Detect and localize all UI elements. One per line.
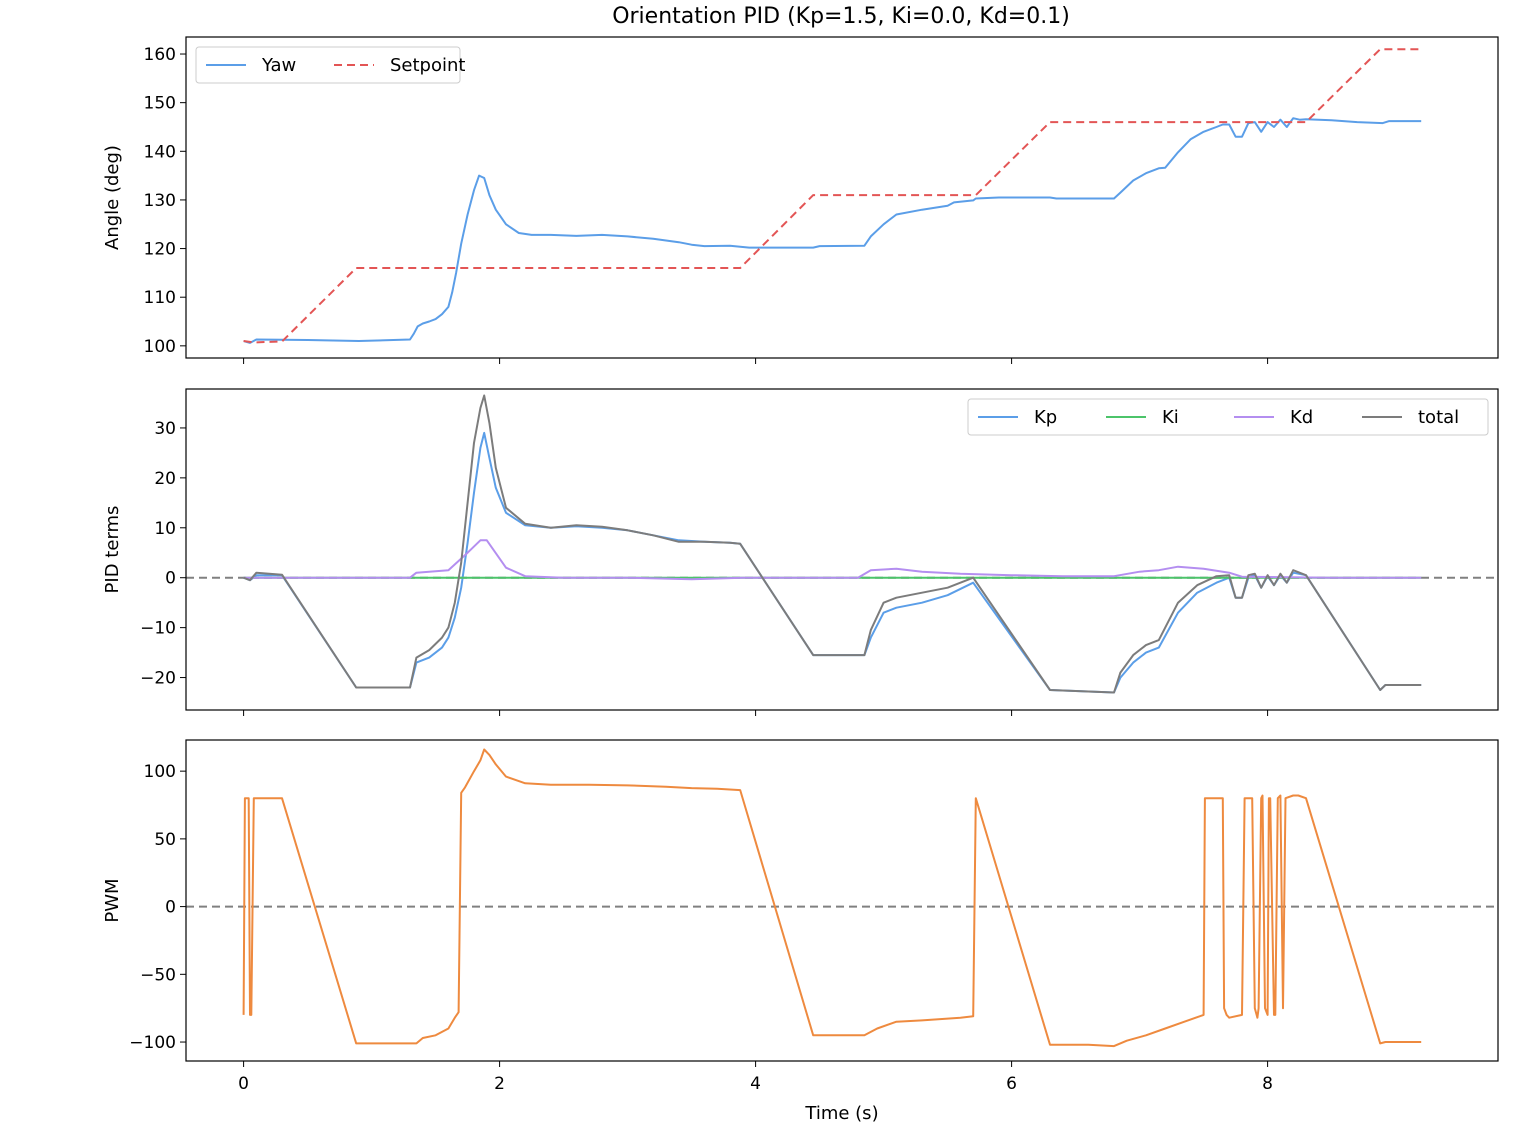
panel0-ytick-label: 110	[144, 288, 176, 308]
panel0-ytick-label: 100	[144, 337, 176, 357]
panel1-legend-label-total: total	[1418, 407, 1459, 428]
panel1-ytick-label: −10	[140, 619, 176, 639]
panel0-series-yaw-line	[243, 117, 1422, 344]
panel1-ytick-label: −20	[140, 669, 176, 689]
panel0-legend-box	[195, 46, 461, 84]
panel0-legend-label-setpoint: Setpoint	[390, 55, 465, 76]
panel1-legend: Kp Ki Kd total	[967, 398, 1489, 436]
panel0-ytick-label: 130	[144, 191, 176, 211]
pwm-panel: −100 −50 0 50 100 0 2 4 6 8 PWM Time (s)	[102, 739, 1499, 1124]
panel0-ytick-label: 120	[144, 240, 176, 260]
panel2-ytick-label: −100	[129, 1033, 176, 1053]
panel2-xtick-label: 6	[1006, 1074, 1017, 1094]
panel1-series-kd-line	[243, 539, 1422, 581]
panel1-legend-label-kd: Kd	[1290, 407, 1313, 428]
panel0-ytick-label: 160	[144, 45, 176, 65]
angle-panel: 100 110 120 130 140 150 160 Angle (deg) Yaw Setpo…	[102, 36, 1499, 364]
panel1-ytick-label: 0	[165, 569, 176, 589]
panel2-ytick-label: 0	[165, 898, 176, 918]
panel1-ytick-label: 20	[154, 469, 176, 489]
panel1-legend-label-ki: Ki	[1162, 407, 1179, 428]
figure-title: Orientation PID (Kp=1.5, Ki=0.0, Kd=0.1)	[612, 4, 1070, 29]
panel0-ylabel: Angle (deg)	[102, 145, 123, 250]
panel2-ytick-label: −50	[140, 965, 176, 985]
panel2-ylabel: PWM	[102, 878, 123, 922]
panel2-xtick-label: 8	[1262, 1074, 1273, 1094]
panel1-ytick-label: 30	[154, 419, 176, 439]
panel2-xlabel: Time (s)	[804, 1103, 878, 1124]
panel2-xtick-label: 2	[494, 1074, 505, 1094]
panel0-frame	[185, 36, 1499, 359]
panel2-xtick-label: 4	[750, 1074, 761, 1094]
panel1-frame	[185, 388, 1499, 711]
panel2-ytick-label: 100	[144, 762, 176, 782]
panel0-ytick-label: 140	[144, 142, 176, 162]
panel0-legend-label-yaw: Yaw	[261, 55, 296, 76]
panel1-legend-box	[967, 398, 1489, 436]
panel0-series-setpoint-line	[243, 48, 1422, 344]
panel1-series-total-line	[243, 394, 1422, 694]
panel2-ytick-label: 50	[154, 830, 176, 850]
panel1-ylabel: PID terms	[102, 506, 123, 594]
pid-terms-panel: −20 −10 0 10 20 30 PID terms Kp Ki Kd total	[102, 388, 1499, 716]
panel2-frame	[185, 739, 1499, 1062]
panel2-xtick-label: 0	[238, 1074, 249, 1094]
panel2-series-pwm-line	[242, 748, 1422, 1048]
panel0-ytick-label: 150	[144, 94, 176, 114]
panel1-legend-label-kp: Kp	[1034, 407, 1057, 428]
panel1-ytick-label: 10	[154, 519, 176, 539]
panel0-legend: Yaw Setpoint	[195, 46, 465, 84]
panel1-series-kp-line	[243, 431, 1422, 694]
